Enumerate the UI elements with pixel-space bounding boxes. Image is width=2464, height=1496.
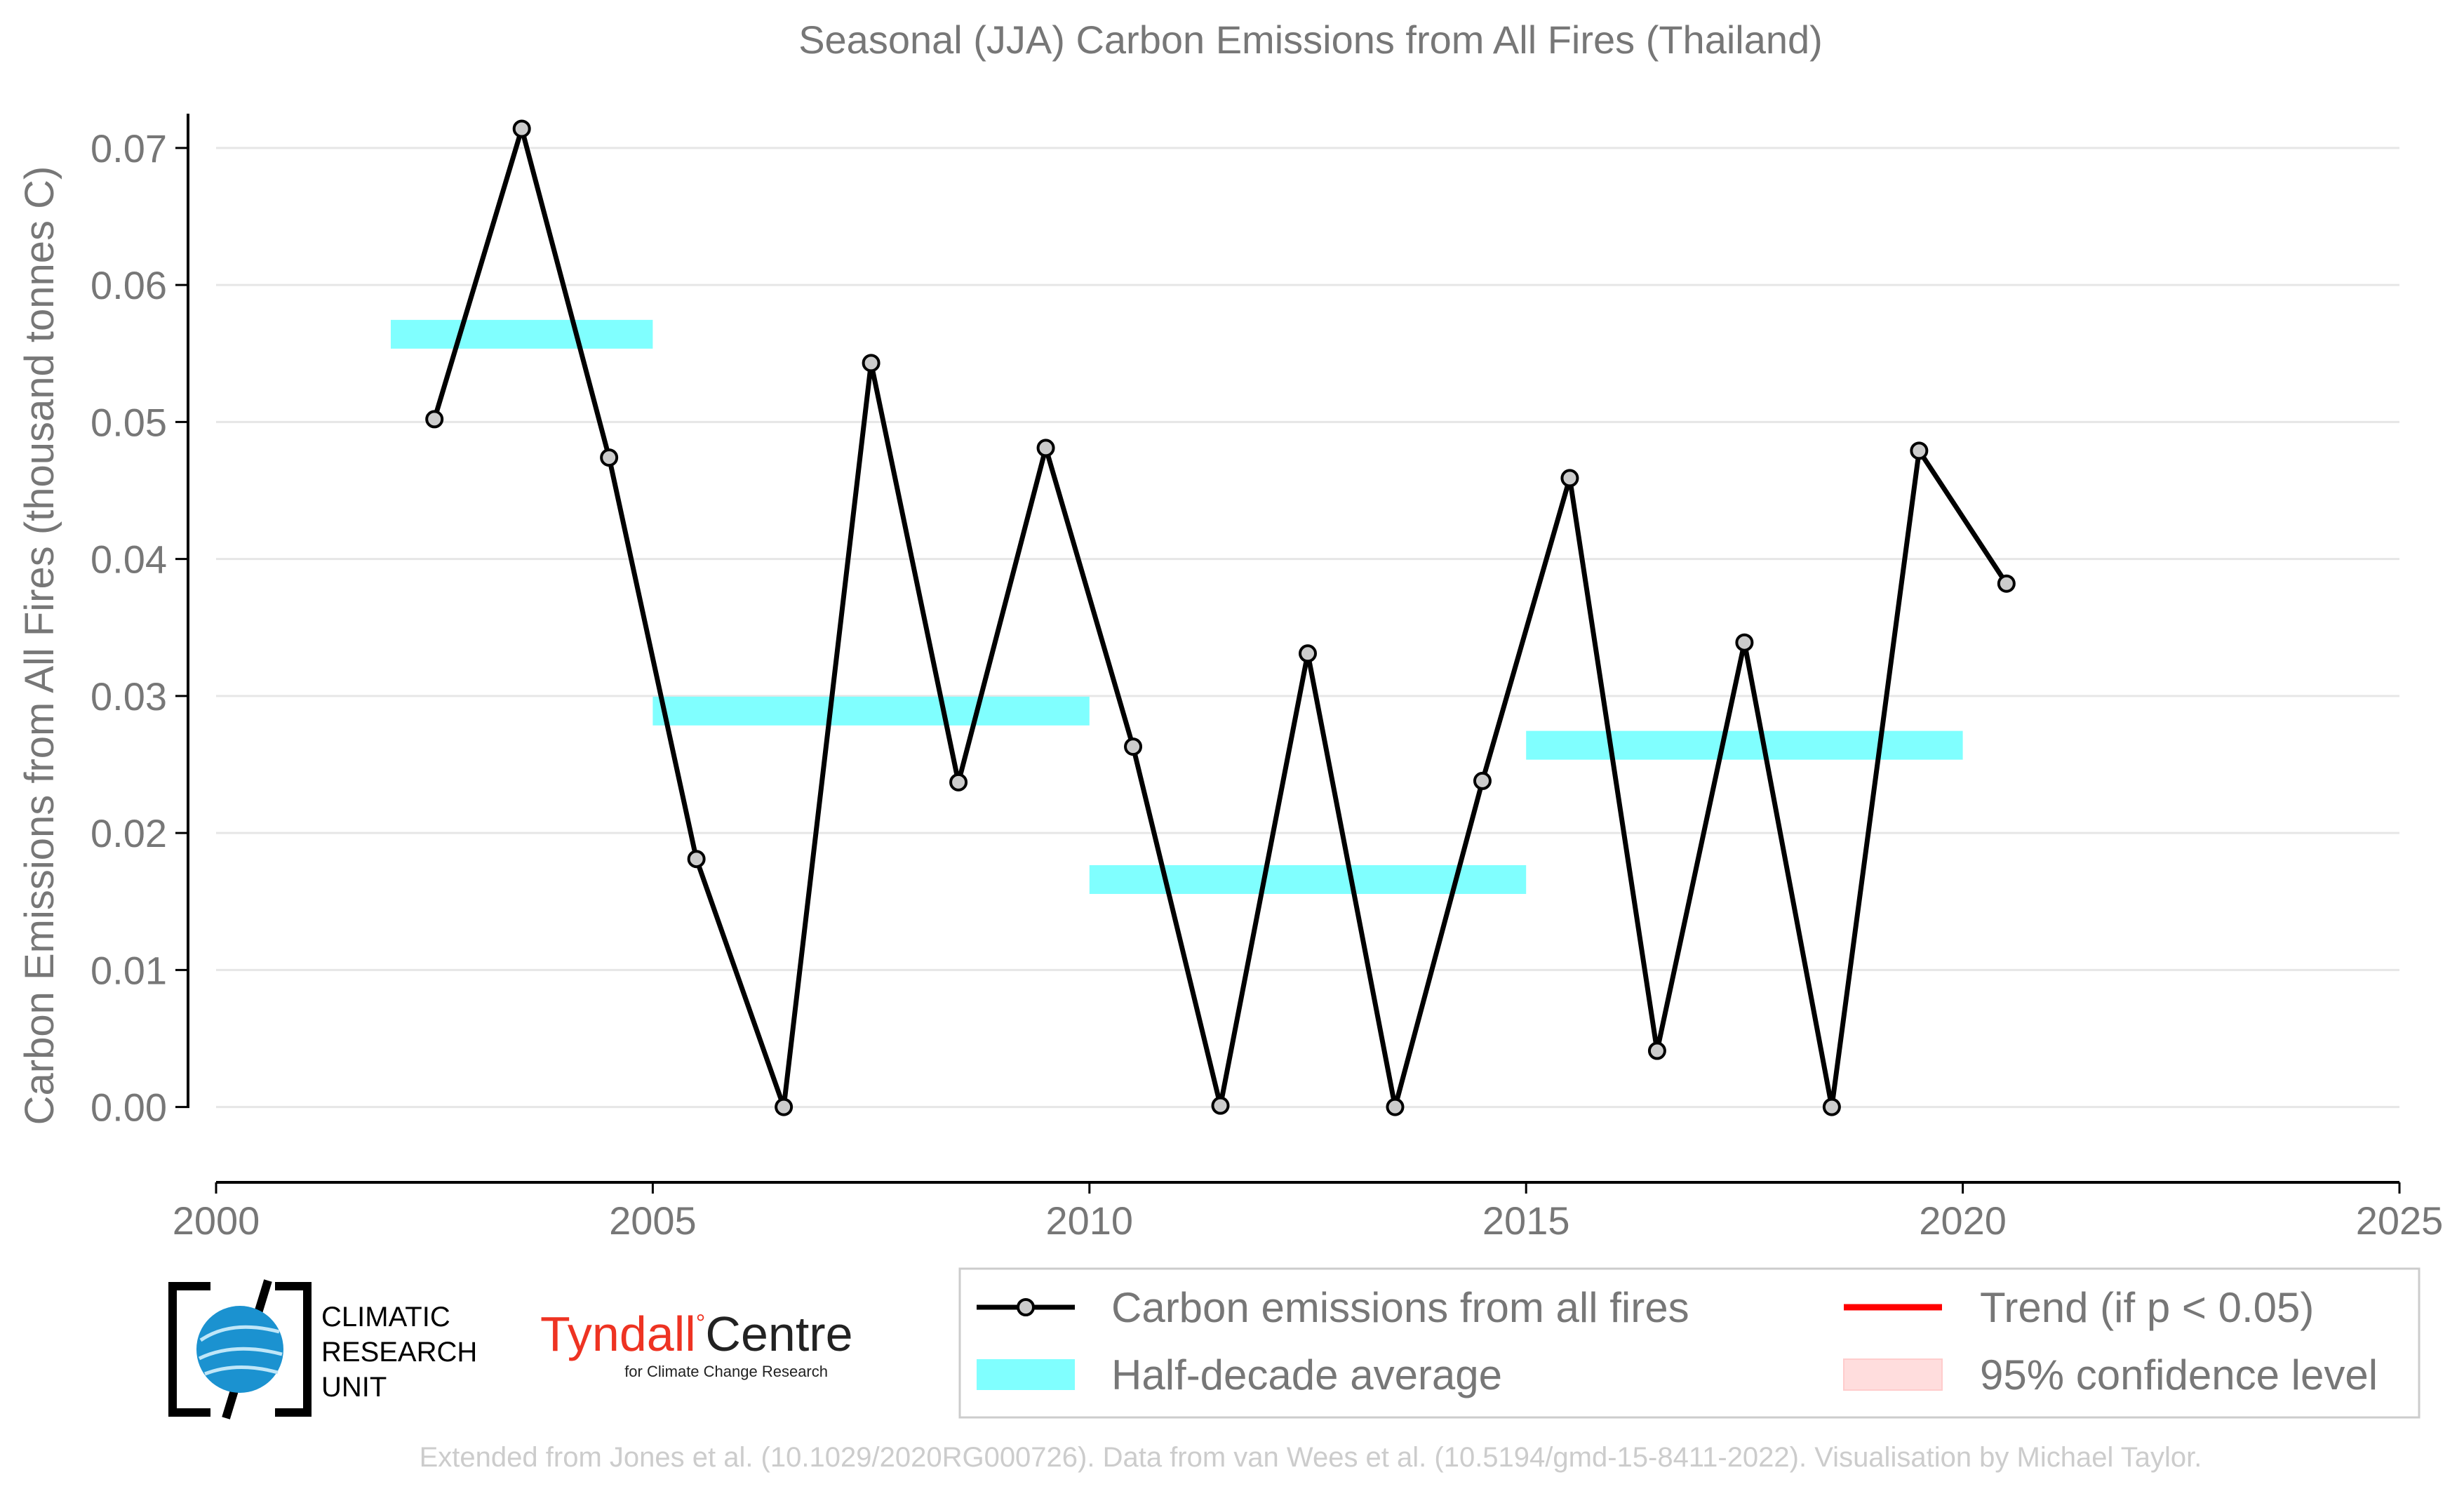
x-tick-label: 2000: [173, 1198, 260, 1243]
cru-line-1: CLIMATIC: [321, 1302, 450, 1333]
data-point: [1124, 737, 1143, 756]
footer-credit: Extended from Jones et al. (10.1029/2020…: [420, 1442, 2202, 1473]
data-point: [949, 773, 968, 792]
data-point: [1473, 771, 1492, 790]
data-point: [1910, 441, 1929, 460]
y-tick-label: 0.03: [91, 674, 167, 719]
cru-logo: CLIMATIC RESEARCH UNIT: [168, 1279, 477, 1420]
series-line-emissions: [431, 119, 2009, 1108]
data-point: [1997, 574, 2016, 593]
y-tick-label: 0.07: [91, 126, 167, 171]
y-tick-label: 0.06: [91, 263, 167, 307]
chart-title: Seasonal (JJA) Carbon Emissions from All…: [798, 18, 1823, 62]
half-decade-bar: [652, 696, 1090, 726]
half-decade-bar: [390, 319, 653, 349]
tyndall-centre: Centre: [705, 1307, 852, 1361]
x-tick-label: 2020: [1919, 1198, 2007, 1243]
legend-label-emissions: Carbon emissions from all fires: [1111, 1284, 1689, 1331]
half-decade-bar: [1526, 730, 1963, 760]
data-point: [1036, 439, 1055, 458]
data-point: [1822, 1097, 1841, 1116]
grid-lines: [216, 147, 2399, 1109]
half-decade-bands: [390, 319, 1963, 894]
legend-label-half-decade: Half-decade average: [1111, 1351, 1502, 1398]
tyndall-name: Tyndall: [540, 1307, 696, 1361]
legend-swatch-half-decade: [977, 1359, 1075, 1390]
data-point: [862, 354, 881, 373]
data-point: [1560, 469, 1579, 488]
cru-line-2: RESEARCH: [321, 1337, 477, 1368]
data-point: [512, 119, 531, 138]
tyndall-degree: °: [696, 1310, 706, 1337]
legend-label-confidence: 95% confidence level: [1980, 1351, 2378, 1398]
data-point: [600, 448, 619, 467]
cru-bracket-left: [168, 1282, 210, 1417]
data-point: [1647, 1041, 1666, 1060]
x-tick-label: 2010: [1046, 1198, 1134, 1243]
x-tick-label: 2025: [2356, 1198, 2444, 1243]
legend-label-trend: Trend (if p < 0.05): [1980, 1284, 2314, 1331]
y-tick-label: 0.01: [91, 948, 167, 992]
data-point: [1211, 1096, 1230, 1115]
y-tick-label: 0.04: [91, 537, 167, 582]
data-point: [687, 850, 706, 869]
data-point: [1299, 644, 1317, 663]
legend-swatch-marker: [1017, 1298, 1035, 1316]
legend-frame: [958, 1267, 2421, 1419]
axes: [187, 114, 2399, 1184]
tyndall-sub: for Climate Change Research: [624, 1363, 828, 1380]
data-point: [1386, 1097, 1405, 1116]
data-point: [775, 1097, 794, 1116]
cru-bracket-right: [275, 1282, 312, 1417]
legend-swatch-confidence: [1843, 1358, 1943, 1391]
x-ticks: 2000 2005 2010 2015 2020 2025: [173, 1182, 2444, 1243]
tyndall-logo: Tyndall°Centre for Climate Change Resear…: [540, 1307, 853, 1380]
y-tick-label: 0.05: [91, 400, 167, 444]
globe-swirl: [198, 1325, 283, 1376]
data-point: [425, 410, 444, 429]
x-tick-label: 2005: [609, 1198, 697, 1243]
y-tick-label: 0.02: [91, 811, 167, 855]
series-layer: [425, 119, 2016, 1116]
y-ticks: 0.00 0.01 0.02 0.03 0.04 0.05 0.06 0.07: [91, 126, 189, 1130]
data-point: [1735, 633, 1754, 652]
svg-text:Tyndall°Centre: Tyndall°Centre: [540, 1307, 853, 1361]
cru-line-3: UNIT: [321, 1372, 387, 1403]
y-axis-label: Carbon Emissions from All Fires (thousan…: [17, 166, 62, 1126]
legend: Carbon emissions from all fires Trend (i…: [958, 1267, 2421, 1419]
y-tick-label: 0.00: [91, 1086, 167, 1130]
x-tick-label: 2015: [1482, 1198, 1570, 1243]
